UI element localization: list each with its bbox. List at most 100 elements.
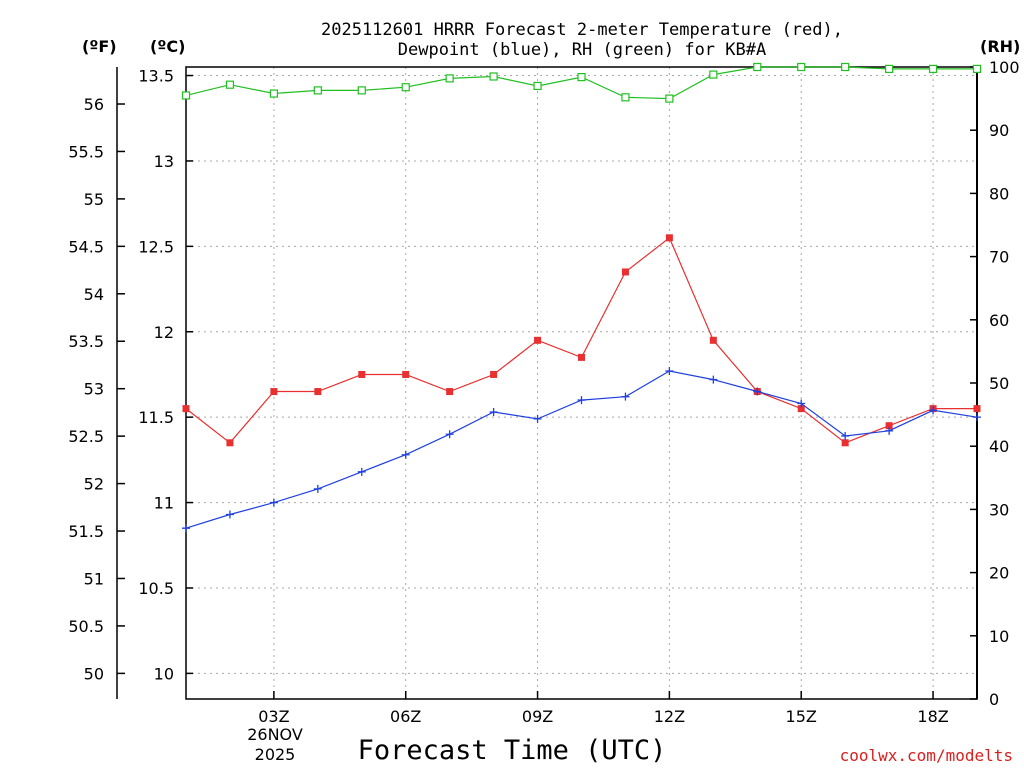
rh-marker	[797, 62, 806, 72]
dewpoint-marker	[929, 406, 938, 415]
rh-marker	[533, 81, 542, 91]
celsius-tick-label: 10.5	[138, 579, 174, 598]
rh-tick-label: 80	[989, 184, 1009, 203]
title-line-2: Dewpoint (blue), RH (green) for KB#A	[398, 40, 766, 60]
temperature-marker	[578, 353, 585, 361]
fahrenheit-axis: 50 50.5 51 51.5 52 52.5 53 53.5 54 54.5 55 55.5 56	[68, 95, 125, 683]
dewpoint-marker	[533, 414, 542, 423]
temperature-marker	[182, 405, 190, 413]
temperature-line	[185, 236, 977, 444]
dewpoint-marker	[357, 467, 366, 476]
temperature-marker	[665, 234, 673, 242]
fahrenheit-tick-label: 55.5	[68, 142, 104, 161]
rh-marker	[577, 73, 586, 82]
celsius-tick-label: 13	[154, 152, 174, 171]
rh-marker	[269, 89, 278, 98]
fahrenheit-tick-label: 56	[84, 95, 104, 114]
dewpoint-marker	[709, 375, 718, 384]
x-tick-label: 18Z	[917, 707, 948, 726]
rh-marker	[972, 64, 982, 73]
rh-tick-label: 100	[989, 58, 1020, 77]
rh-tick-label: 10	[989, 627, 1009, 646]
fahrenheit-tick-label: 51.5	[68, 522, 104, 541]
fahrenheit-tick-label: 53	[84, 380, 104, 399]
dewpoint-marker	[753, 387, 762, 396]
dewpoint-line	[185, 370, 978, 529]
rh-unit-label: (RH)	[980, 37, 1020, 56]
date-line-year: 2025	[255, 745, 296, 764]
plot-area-frame	[185, 66, 978, 700]
dewpoint-marker	[401, 450, 410, 459]
fahrenheit-tick-label: 54.5	[68, 237, 104, 256]
fahrenheit-tick-label: 50.5	[68, 617, 104, 636]
x-axis-title: Forecast Time (UTC)	[358, 735, 667, 766]
rh-marker	[489, 72, 498, 81]
title-line-1: 2025112601 HRRR Forecast 2-meter Tempera…	[321, 20, 843, 40]
temperature-marker	[402, 370, 410, 378]
rh-tick-label: 90	[989, 121, 1009, 140]
celsius-axis: 10 10.5 11 11.5 12 12.5 13 13.5	[138, 67, 193, 683]
series-layer	[181, 62, 982, 533]
dewpoint-series	[182, 367, 981, 533]
temperature-marker	[797, 405, 805, 413]
rh-tick-label: 70	[989, 248, 1009, 267]
fahrenheit-tick-label: 51	[84, 569, 104, 588]
dewpoint-marker	[445, 430, 454, 439]
rh-series	[181, 62, 982, 103]
rh-tick-label: 40	[989, 437, 1009, 456]
temperature-marker	[885, 422, 893, 430]
celsius-tick-label: 10	[154, 664, 174, 683]
fahrenheit-tick-label: 52	[84, 475, 104, 494]
rh-marker	[225, 80, 235, 89]
rh-marker	[928, 64, 938, 73]
rh-line	[185, 66, 977, 100]
rh-marker	[753, 62, 762, 72]
temperature-marker	[973, 405, 981, 413]
rh-marker	[841, 62, 850, 72]
rh-tick-label: 60	[989, 311, 1009, 330]
temperature-marker	[490, 370, 498, 378]
fahrenheit-unit-label: (ºF)	[82, 37, 117, 56]
temperature-marker	[621, 268, 629, 276]
temperature-marker	[446, 388, 454, 396]
celsius-unit-label: (ºC)	[150, 37, 185, 56]
dewpoint-marker	[841, 431, 850, 440]
rh-marker	[181, 91, 191, 100]
celsius-tick-label: 12	[154, 323, 174, 342]
grid-lines	[186, 67, 977, 699]
fahrenheit-tick-label: 50	[84, 664, 104, 683]
dewpoint-marker	[577, 396, 586, 405]
rh-marker	[313, 86, 322, 95]
celsius-tick-label: 11.5	[138, 408, 174, 427]
x-tick-label: 12Z	[654, 707, 685, 726]
dewpoint-marker	[973, 413, 981, 422]
rh-marker	[709, 70, 718, 79]
rh-tick-label: 0	[989, 690, 999, 709]
dewpoint-marker	[182, 524, 190, 533]
temperature-marker	[709, 336, 717, 344]
dewpoint-marker	[797, 399, 806, 408]
fahrenheit-tick-label: 54	[84, 285, 104, 304]
fahrenheit-tick-label: 55	[84, 190, 104, 209]
x-tick-label: 15Z	[786, 707, 817, 726]
celsius-tick-label: 11	[154, 494, 174, 513]
temperature-marker	[841, 439, 849, 447]
dewpoint-marker	[665, 367, 674, 376]
rh-marker	[885, 64, 894, 73]
rh-marker	[357, 86, 366, 95]
temperature-marker	[358, 370, 366, 378]
rh-marker	[445, 74, 454, 83]
temperature-marker	[314, 388, 322, 396]
rh-tick-label: 30	[989, 500, 1009, 519]
x-tick-label: 03Z	[258, 707, 289, 726]
celsius-tick-label: 13.5	[138, 67, 174, 86]
x-tick-label: 09Z	[522, 707, 553, 726]
time-axis: 03Z 06Z 09Z 12Z 15Z 18Z	[258, 691, 949, 726]
dewpoint-marker	[885, 426, 894, 435]
rh-marker	[665, 94, 674, 103]
source-credit: coolwx.com/modelts	[840, 746, 1013, 765]
fahrenheit-tick-label: 53.5	[68, 332, 104, 351]
dewpoint-marker	[621, 392, 630, 401]
temperature-marker	[226, 439, 234, 447]
